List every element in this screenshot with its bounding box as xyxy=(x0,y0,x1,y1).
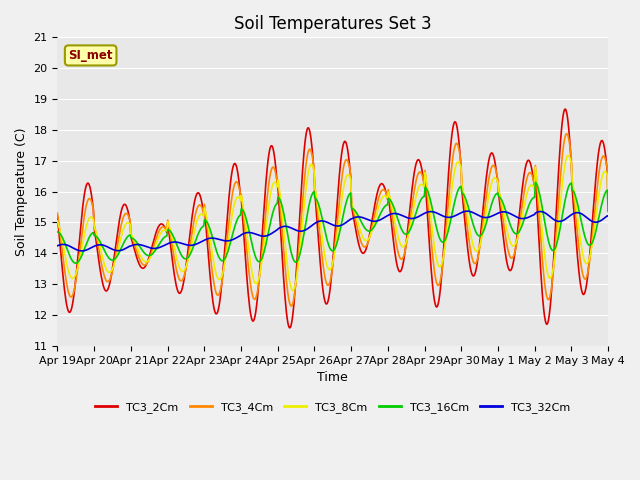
TC3_4Cm xyxy=(120,213,128,218)
TC3_16Cm xyxy=(206,226,214,231)
TC3_16Cm xyxy=(63,247,71,253)
Text: SI_met: SI_met xyxy=(68,49,113,62)
TC3_2Cm xyxy=(205,261,213,267)
Y-axis label: Soil Temperature (C): Soil Temperature (C) xyxy=(15,127,28,256)
TC3_16Cm xyxy=(54,229,61,235)
TC3_2Cm xyxy=(285,325,293,331)
TC3_16Cm xyxy=(604,209,612,215)
TC3_32Cm xyxy=(177,240,184,246)
TC3_32Cm xyxy=(401,214,408,219)
Line: TC3_32Cm: TC3_32Cm xyxy=(58,211,608,251)
Title: Soil Temperatures Set 3: Soil Temperatures Set 3 xyxy=(234,15,431,33)
TC3_8Cm xyxy=(401,243,408,249)
TC3_2Cm xyxy=(401,253,408,259)
TC3_32Cm xyxy=(121,246,129,252)
TC3_4Cm xyxy=(54,210,61,216)
Legend: TC3_2Cm, TC3_4Cm, TC3_8Cm, TC3_16Cm, TC3_32Cm: TC3_2Cm, TC3_4Cm, TC3_8Cm, TC3_16Cm, TC3… xyxy=(91,397,575,418)
TC3_32Cm xyxy=(417,213,424,218)
Line: TC3_16Cm: TC3_16Cm xyxy=(58,182,608,263)
TC3_4Cm xyxy=(205,241,213,247)
TC3_8Cm xyxy=(417,182,424,188)
TC3_2Cm xyxy=(604,207,612,213)
TC3_4Cm xyxy=(563,131,571,137)
TC3_32Cm xyxy=(463,208,471,214)
TC3_4Cm xyxy=(604,206,612,212)
TC3_8Cm xyxy=(176,266,184,272)
Line: TC3_8Cm: TC3_8Cm xyxy=(58,156,608,290)
Line: TC3_2Cm: TC3_2Cm xyxy=(58,109,608,328)
TC3_32Cm xyxy=(604,213,612,219)
TC3_8Cm xyxy=(604,207,612,213)
TC3_2Cm xyxy=(561,106,569,112)
TC3_2Cm xyxy=(176,290,184,296)
TC3_32Cm xyxy=(54,243,61,249)
TC3_8Cm xyxy=(205,230,213,236)
TC3_32Cm xyxy=(78,248,86,254)
TC3_2Cm xyxy=(120,202,128,207)
TC3_8Cm xyxy=(564,153,572,158)
TC3_8Cm xyxy=(54,218,61,224)
TC3_32Cm xyxy=(63,242,71,248)
TC3_4Cm xyxy=(401,251,408,257)
TC3_32Cm xyxy=(206,235,214,241)
X-axis label: Time: Time xyxy=(317,371,348,384)
TC3_8Cm xyxy=(63,264,71,270)
TC3_2Cm xyxy=(54,213,61,219)
TC3_16Cm xyxy=(417,198,424,204)
Line: TC3_4Cm: TC3_4Cm xyxy=(58,134,608,306)
TC3_16Cm xyxy=(121,238,129,244)
TC3_4Cm xyxy=(176,277,184,283)
TC3_16Cm xyxy=(531,180,539,185)
TC3_16Cm xyxy=(72,260,79,266)
TC3_2Cm xyxy=(417,160,424,166)
TC3_4Cm xyxy=(63,285,71,290)
TC3_2Cm xyxy=(63,305,71,311)
TC3_8Cm xyxy=(289,288,296,293)
TC3_4Cm xyxy=(417,169,424,175)
TC3_8Cm xyxy=(120,225,128,230)
TC3_16Cm xyxy=(401,231,408,237)
TC3_4Cm xyxy=(287,303,295,309)
TC3_16Cm xyxy=(177,251,184,257)
